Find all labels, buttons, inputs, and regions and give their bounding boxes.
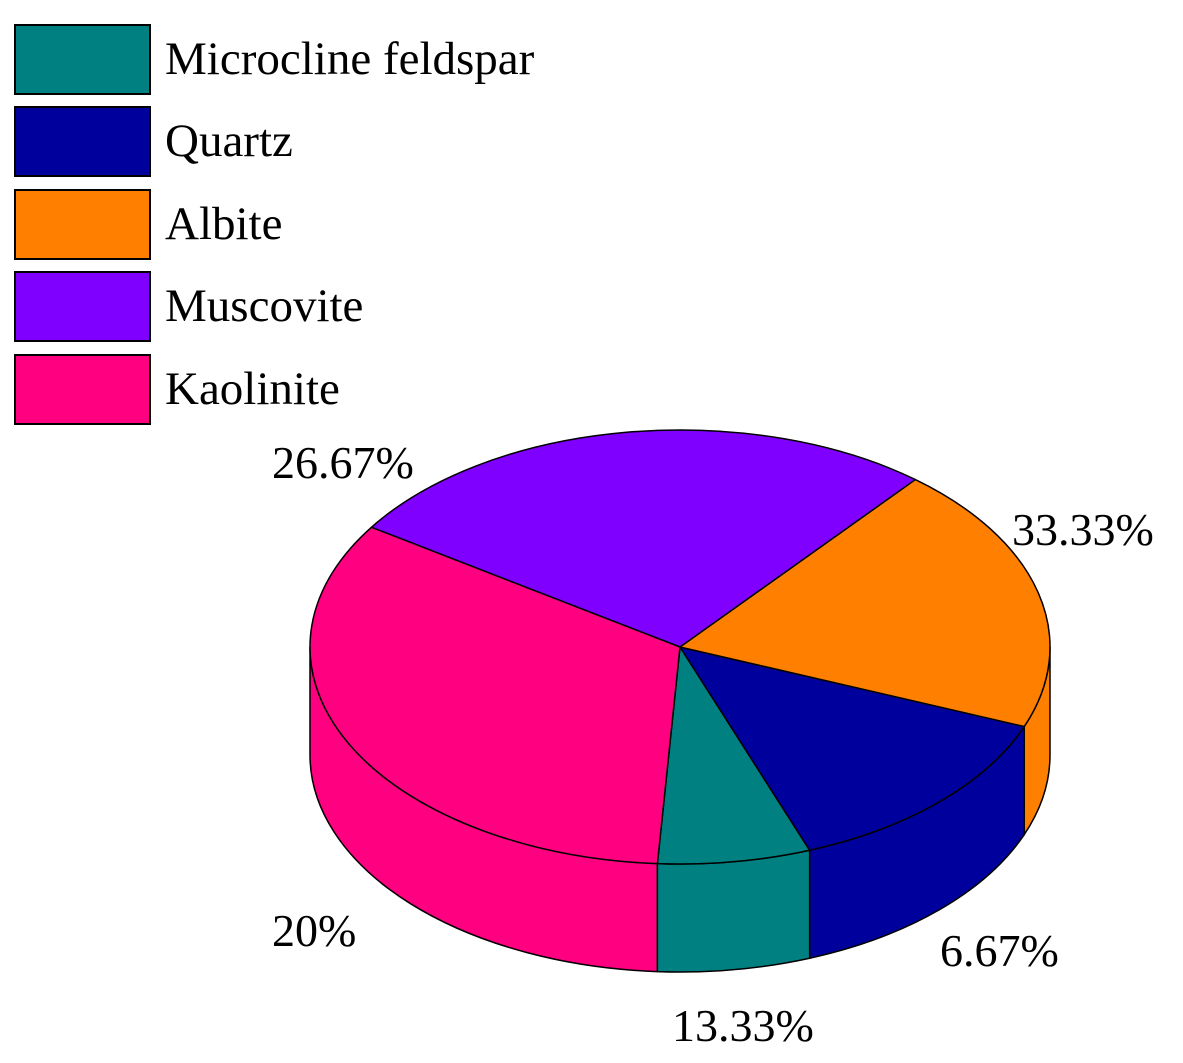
chart-legend: Microcline feldspar Quartz Albite Muscov… (14, 18, 534, 431)
legend-item-quartz: Quartz (14, 101, 534, 184)
data-labels: 26.67% 33.33% 20% 6.67% 13.33% (272, 437, 1154, 1051)
legend-label: Kaolinite (165, 362, 340, 415)
legend-item-albite: Albite (14, 183, 534, 266)
legend-label: Microcline feldspar (165, 32, 535, 85)
legend-item-microcline-feldspar: Microcline feldspar (14, 18, 534, 101)
legend-swatch (14, 188, 151, 260)
legend-label: Quartz (165, 115, 293, 168)
pie-slice-albite (679, 478, 1051, 728)
legend-swatch (14, 271, 151, 343)
legend-item-muscovite: Muscovite (14, 266, 534, 349)
legend-label: Muscovite (165, 280, 364, 333)
legend-item-kaolinite: Kaolinite (14, 348, 534, 431)
data-label-muscovite: 26.67% (272, 437, 414, 488)
pie-side-microcline-feldspar (656, 849, 811, 973)
pie-slice-muscovite (370, 429, 917, 648)
pie-sides (309, 646, 1051, 973)
data-label-quartz: 13.33% (672, 1000, 814, 1051)
pie-top-slices (309, 429, 1051, 865)
legend-label: Albite (165, 197, 283, 250)
legend-swatch (14, 23, 151, 95)
pie-slice-microcline-feldspar (656, 646, 811, 865)
pie-slice-quartz (679, 646, 1025, 851)
data-label-kaolinite: 33.33% (1012, 504, 1154, 555)
data-label-albite: 20% (272, 905, 356, 956)
legend-swatch (14, 106, 151, 178)
pie-slice-kaolinite (309, 526, 681, 865)
data-label-microcline-feldspar: 6.67% (940, 925, 1059, 976)
legend-swatch (14, 353, 151, 425)
